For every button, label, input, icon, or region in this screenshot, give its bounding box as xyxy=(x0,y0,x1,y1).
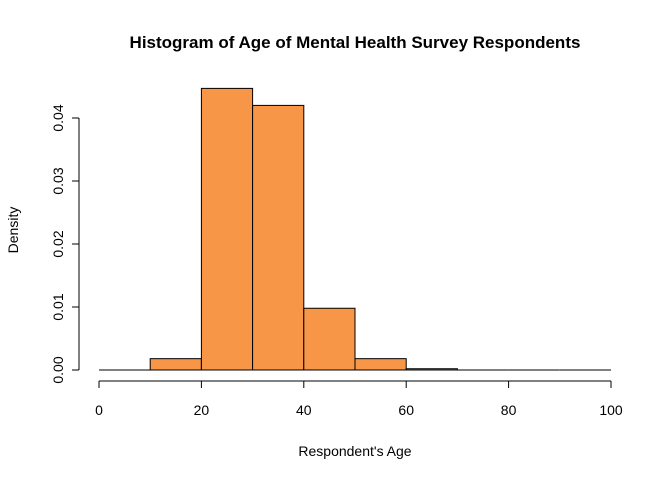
y-tick-label: 0.00 xyxy=(50,356,66,383)
histogram-bar xyxy=(200,87,254,371)
bars-group xyxy=(99,87,611,371)
x-tick-label: 20 xyxy=(194,402,210,418)
x-tick-label: 100 xyxy=(599,402,623,418)
y-axis: 0.00 0.01 0.02 0.03 0.04 xyxy=(50,104,80,384)
y-tick-label: 0.04 xyxy=(50,104,66,131)
y-tick-label: 0.01 xyxy=(50,293,66,320)
y-axis-label: Density xyxy=(5,207,21,254)
y-tick-label: 0.02 xyxy=(50,230,66,257)
x-tick-label: 80 xyxy=(501,402,517,418)
chart-title: Histogram of Age of Mental Health Survey… xyxy=(130,33,581,52)
x-axis: 0 20 40 60 80 100 xyxy=(95,380,623,418)
histogram-bar xyxy=(252,104,305,371)
x-axis-label: Respondent's Age xyxy=(298,443,411,459)
histogram-bar xyxy=(303,307,356,371)
x-tick-label: 40 xyxy=(296,402,312,418)
histogram-bar xyxy=(149,358,202,371)
x-tick-label: 60 xyxy=(398,402,414,418)
y-tick-label: 0.03 xyxy=(50,167,66,194)
histogram-bar xyxy=(405,368,458,371)
histogram-bar xyxy=(354,358,407,371)
x-tick-label: 0 xyxy=(95,402,103,418)
